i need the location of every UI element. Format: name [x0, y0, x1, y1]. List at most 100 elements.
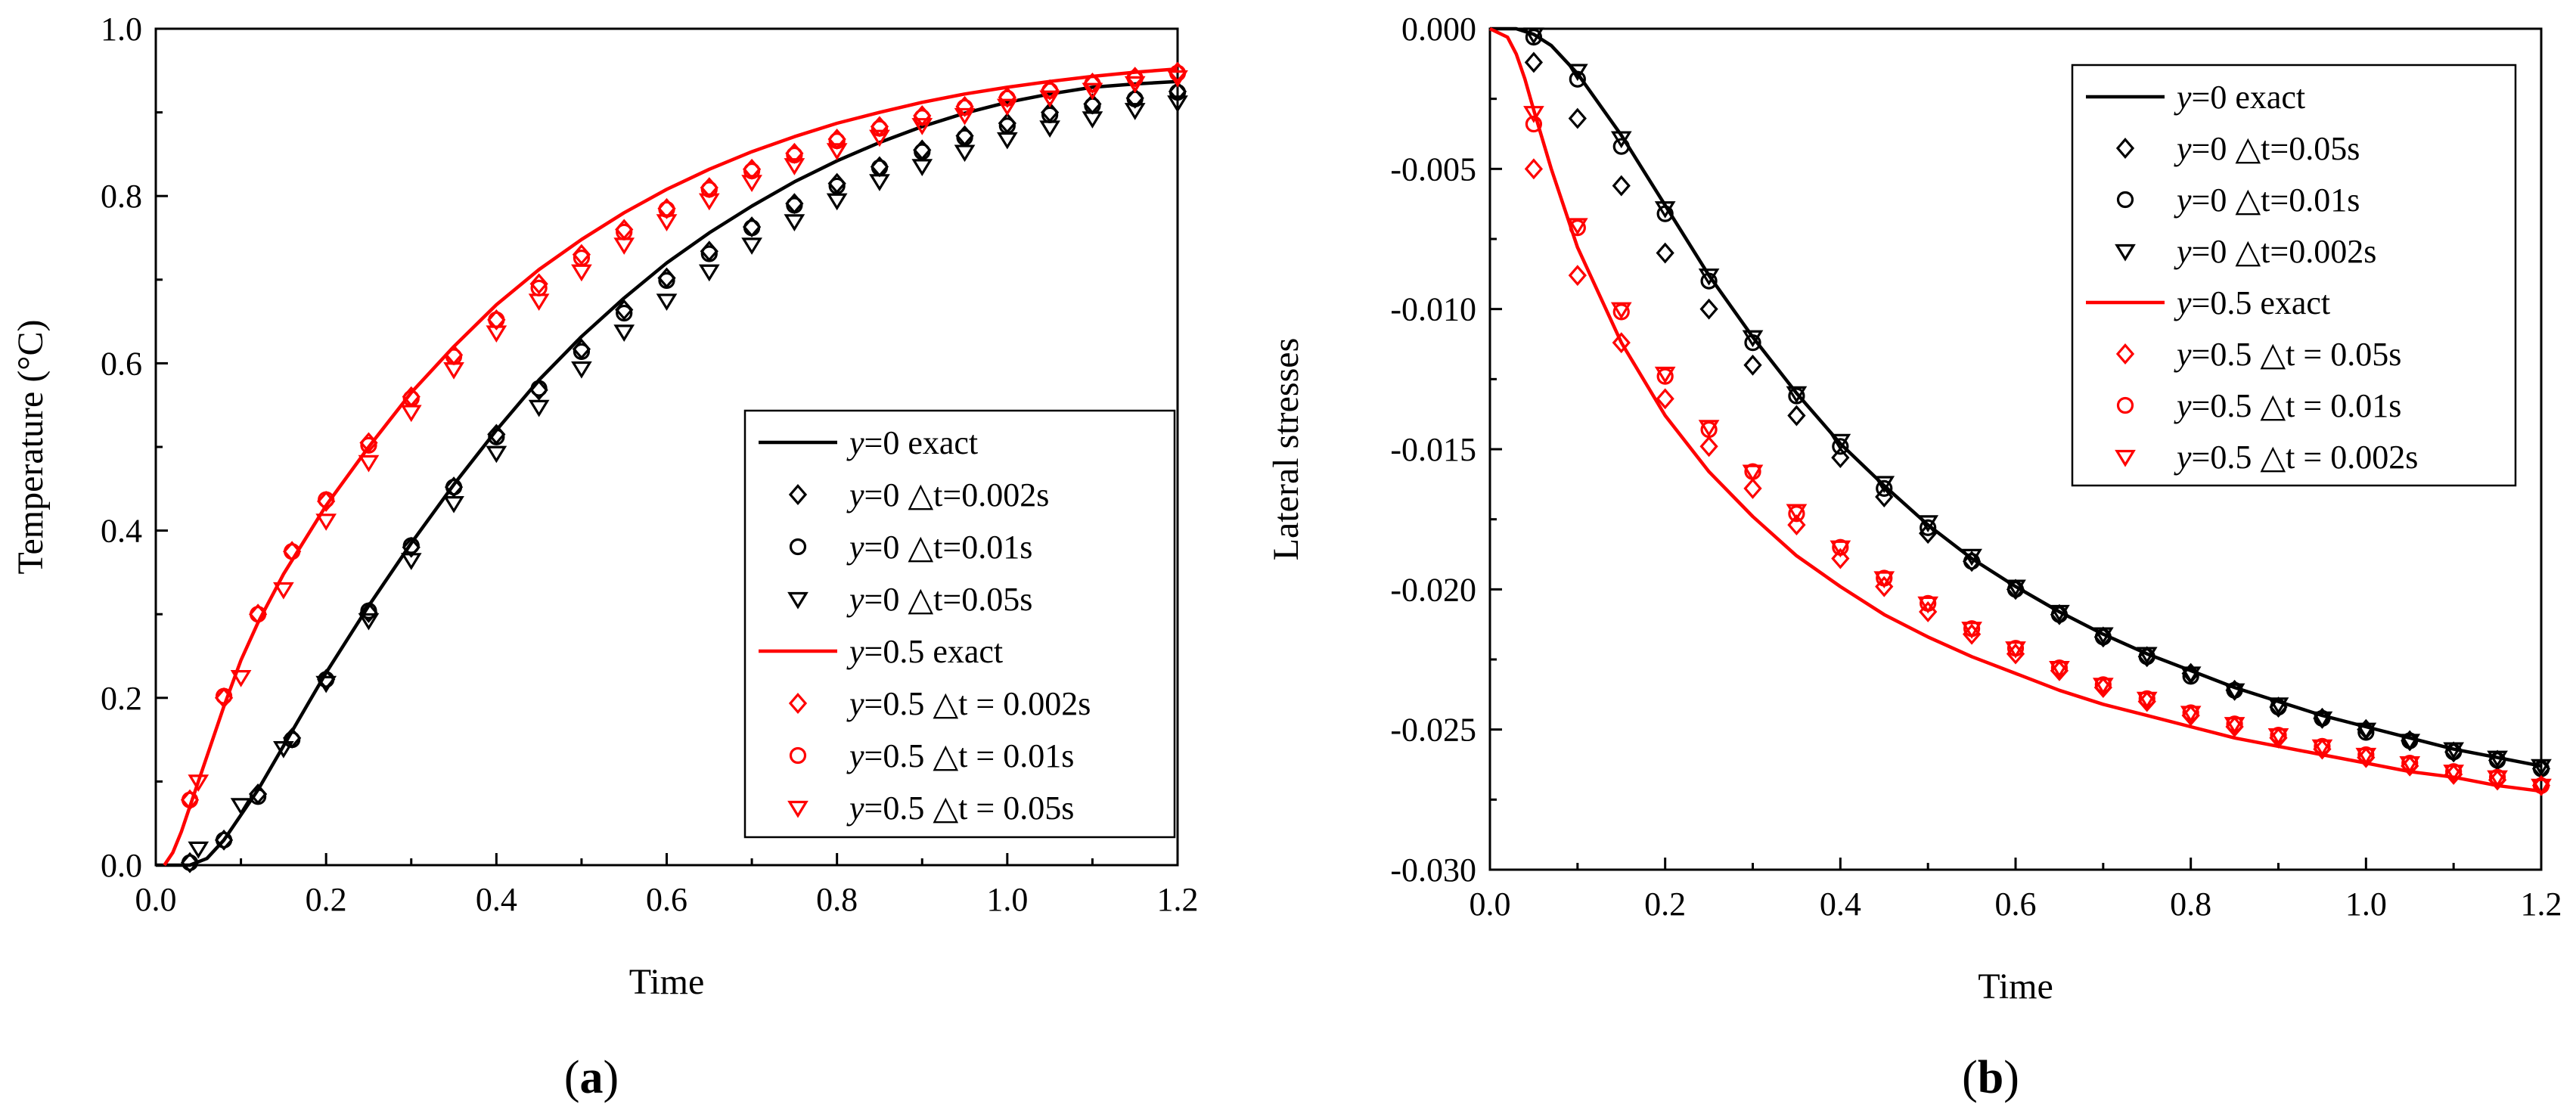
legend-marker-symbol	[789, 538, 807, 556]
data-point	[529, 273, 548, 295]
data-point	[2267, 728, 2289, 746]
data-point	[529, 379, 548, 401]
data-point	[444, 476, 464, 498]
data-point	[911, 118, 933, 135]
data-point	[1700, 272, 1718, 290]
legend-item: y=0 △t=0.002s	[788, 476, 1049, 513]
data-point	[318, 491, 335, 508]
data-point	[2443, 765, 2465, 782]
data-point	[571, 361, 592, 379]
y-axis-label: Lateral stresses	[1266, 338, 1306, 561]
data-point	[488, 311, 505, 328]
data-point	[487, 309, 506, 330]
panel-caption: (b)	[1962, 1052, 2019, 1103]
series-8	[188, 70, 1188, 792]
data-point	[871, 159, 889, 176]
series-4	[1523, 27, 2552, 777]
data-point	[1568, 107, 1587, 129]
data-point	[180, 789, 200, 811]
y-tick-label: -0.005	[1390, 150, 1476, 188]
data-point	[784, 214, 805, 231]
x-tick-label: 1.2	[1157, 881, 1199, 918]
x-tick-label: 0.2	[306, 881, 347, 918]
x-axis-label: Time	[1978, 966, 2053, 1007]
data-point	[700, 245, 718, 262]
legend-label-text: =0.5 △t = 0.05s	[864, 790, 1075, 827]
legend-label: y=0 exact	[846, 424, 978, 461]
data-point	[741, 175, 762, 192]
data-point	[273, 741, 294, 759]
data-point	[528, 399, 550, 417]
legend-item: y=0.5 △t = 0.01s	[2116, 387, 2401, 424]
y-tick-label: -0.025	[1390, 712, 1476, 749]
data-point	[2180, 706, 2202, 723]
data-point	[486, 445, 507, 464]
legend-label: y=0 △t=0.01s	[2174, 181, 2360, 219]
panel-a-chart: 0.0 0.2 0.4 0.6 0.8 1.0 1.2 0.0 0.2 0.4 0.6 0.8 1.0 T…	[11, 11, 1199, 1103]
data-point	[786, 146, 803, 164]
data-point	[358, 613, 380, 631]
data-point	[1612, 332, 1631, 354]
data-point	[1612, 175, 1631, 197]
data-point	[828, 177, 846, 195]
legend-label-var: y	[846, 529, 864, 566]
data-point	[443, 496, 464, 513]
legend-marker-symbol	[787, 800, 808, 818]
legend-label: y=0 exact	[2174, 79, 2305, 116]
data-point	[698, 193, 720, 211]
legend-label: y=0.5 △t = 0.002s	[2174, 439, 2418, 476]
legend-label-text: =0 exact	[2192, 79, 2306, 116]
legend-label-text: =0 △t=0.05s	[864, 581, 1033, 618]
data-point	[443, 362, 464, 380]
legend-label-var: y	[846, 633, 864, 670]
data-point	[215, 687, 233, 705]
legend-box	[2071, 64, 2517, 487]
data-point	[1917, 596, 1939, 614]
data-point	[996, 132, 1018, 150]
x-tick-label: 0.6	[646, 881, 687, 918]
data-point	[284, 731, 301, 749]
legend-label: y=0 △t=0.002s	[2174, 233, 2376, 270]
data-point	[786, 197, 803, 214]
legend-label: y=0 △t=0.05s	[846, 581, 1032, 618]
series-5	[163, 67, 1178, 867]
data-point	[1566, 64, 1588, 82]
y-tick-label: 0.8	[101, 178, 142, 215]
data-point	[1832, 438, 1849, 455]
data-point	[402, 537, 420, 554]
data-point	[996, 98, 1018, 116]
data-point	[1698, 268, 1720, 286]
data-point	[1743, 477, 1762, 499]
data-point	[2487, 770, 2508, 788]
legend-item: y=0.5 △t = 0.01s	[789, 737, 1074, 774]
legend-label-var: y	[2174, 130, 2192, 167]
data-point	[784, 158, 805, 175]
data-point	[871, 119, 889, 137]
data-point	[828, 132, 846, 150]
data-point	[1610, 302, 1632, 320]
x-tick-label: 0.2	[1644, 886, 1686, 923]
legend-label-text: =0 △t=0.01s	[2192, 181, 2360, 219]
data-point	[400, 553, 422, 570]
legend-item: y=0 △t=0.01s	[789, 529, 1032, 566]
data-point	[360, 602, 377, 619]
legend-item: y=0 △t=0.05s	[2115, 130, 2360, 167]
legend-label-text: =0.5 exact	[864, 633, 1004, 670]
legend-label-var: y	[846, 581, 864, 618]
data-point	[1831, 447, 1850, 469]
data-point	[488, 428, 505, 445]
legend-label-var: y	[2174, 387, 2192, 424]
legend-label-var: y	[2174, 181, 2192, 219]
legend-item: y=0 △t=0.01s	[2116, 181, 2360, 219]
data-point	[2399, 756, 2421, 774]
data-point	[250, 606, 267, 623]
data-point	[954, 144, 976, 163]
data-point	[1524, 158, 1544, 180]
legend-item: y=0.5 △t = 0.002s	[788, 685, 1091, 722]
legend-label: y=0.5 △t = 0.05s	[846, 790, 1074, 827]
data-point	[1963, 553, 1981, 570]
data-point	[2092, 678, 2114, 695]
y-tick-label: -0.010	[1390, 291, 1476, 328]
data-point	[1566, 218, 1588, 236]
